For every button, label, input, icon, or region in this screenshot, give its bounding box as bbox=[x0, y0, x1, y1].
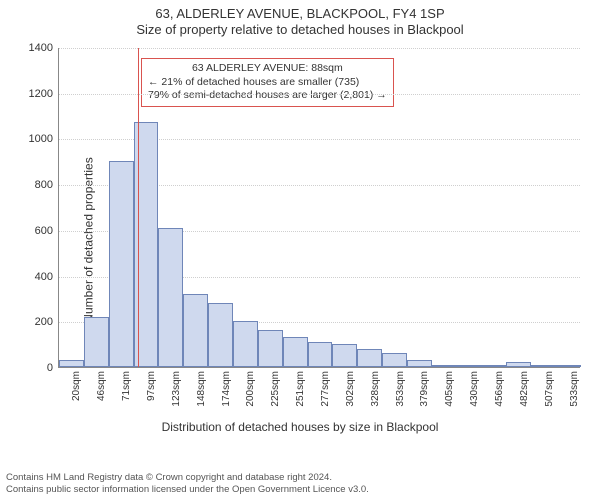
histogram-bar bbox=[482, 365, 507, 367]
histogram-bar bbox=[407, 360, 432, 367]
reference-line bbox=[138, 48, 139, 367]
x-tick-label: 353sqm bbox=[395, 371, 406, 407]
x-tick-label: 430sqm bbox=[469, 371, 480, 407]
y-tick-label: 1200 bbox=[29, 88, 53, 100]
x-tick-label: 405sqm bbox=[444, 371, 455, 407]
x-tick-label: 482sqm bbox=[519, 371, 530, 407]
x-tick-label: 200sqm bbox=[245, 371, 256, 407]
x-axis-label: Distribution of detached houses by size … bbox=[0, 420, 600, 434]
x-tick-label: 507sqm bbox=[544, 371, 555, 407]
histogram-bar bbox=[506, 362, 531, 367]
x-tick-label: 328sqm bbox=[370, 371, 381, 407]
histogram-bar bbox=[109, 161, 134, 367]
histogram-bar bbox=[233, 321, 258, 367]
histogram-bar bbox=[382, 353, 407, 367]
x-tick-label: 148sqm bbox=[196, 371, 207, 407]
histogram-bar bbox=[84, 317, 109, 367]
x-tick-label: 20sqm bbox=[71, 371, 82, 401]
x-tick-label: 123sqm bbox=[171, 371, 182, 407]
footer-attribution: Contains HM Land Registry data © Crown c… bbox=[6, 472, 369, 496]
x-tick-label: 251sqm bbox=[295, 371, 306, 407]
x-tick-label: 174sqm bbox=[221, 371, 232, 407]
x-tick-label: 302sqm bbox=[345, 371, 356, 407]
x-tick-label: 533sqm bbox=[569, 371, 580, 407]
histogram-bar bbox=[332, 344, 357, 367]
annotation-line: ← 21% of detached houses are smaller (73… bbox=[148, 76, 387, 90]
footer-line: Contains public sector information licen… bbox=[6, 484, 369, 496]
x-tick-label: 225sqm bbox=[270, 371, 281, 407]
footer-line: Contains HM Land Registry data © Crown c… bbox=[6, 472, 369, 484]
y-tick-label: 800 bbox=[35, 179, 53, 191]
histogram-bar bbox=[258, 330, 283, 367]
histogram-bar bbox=[183, 294, 208, 367]
y-tick-label: 1000 bbox=[29, 133, 53, 145]
histogram-bar bbox=[59, 360, 84, 367]
histogram-bar bbox=[357, 349, 382, 367]
x-tick-label: 46sqm bbox=[96, 371, 107, 401]
histogram-bar bbox=[432, 365, 457, 367]
y-tick-label: 1400 bbox=[29, 42, 53, 54]
histogram-bar bbox=[308, 342, 333, 367]
histogram-bar bbox=[531, 365, 556, 367]
x-tick-label: 71sqm bbox=[121, 371, 132, 401]
plot-area: 63 ALDERLEY AVENUE: 88sqm← 21% of detach… bbox=[58, 48, 580, 368]
histogram-bar bbox=[208, 303, 233, 367]
histogram-bar bbox=[457, 365, 482, 367]
annotation-line: 63 ALDERLEY AVENUE: 88sqm bbox=[148, 62, 387, 76]
x-tick-label: 456sqm bbox=[494, 371, 505, 407]
y-tick-label: 0 bbox=[47, 362, 53, 374]
x-tick-label: 277sqm bbox=[320, 371, 331, 407]
annotation-line: 79% of semi-detached houses are larger (… bbox=[148, 89, 387, 103]
x-tick-label: 379sqm bbox=[419, 371, 430, 407]
y-tick-label: 200 bbox=[35, 316, 53, 328]
histogram-bar bbox=[158, 228, 183, 367]
x-tick-label: 97sqm bbox=[146, 371, 157, 401]
chart-container: Number of detached properties 63 ALDERLE… bbox=[0, 42, 600, 438]
annotation-box: 63 ALDERLEY AVENUE: 88sqm← 21% of detach… bbox=[141, 58, 394, 107]
y-tick-label: 600 bbox=[35, 225, 53, 237]
page-title-line1: 63, ALDERLEY AVENUE, BLACKPOOL, FY4 1SP bbox=[0, 6, 600, 21]
histogram-bar bbox=[556, 365, 581, 367]
page-title-line2: Size of property relative to detached ho… bbox=[0, 22, 600, 37]
histogram-bar bbox=[283, 337, 308, 367]
y-tick-label: 400 bbox=[35, 271, 53, 283]
